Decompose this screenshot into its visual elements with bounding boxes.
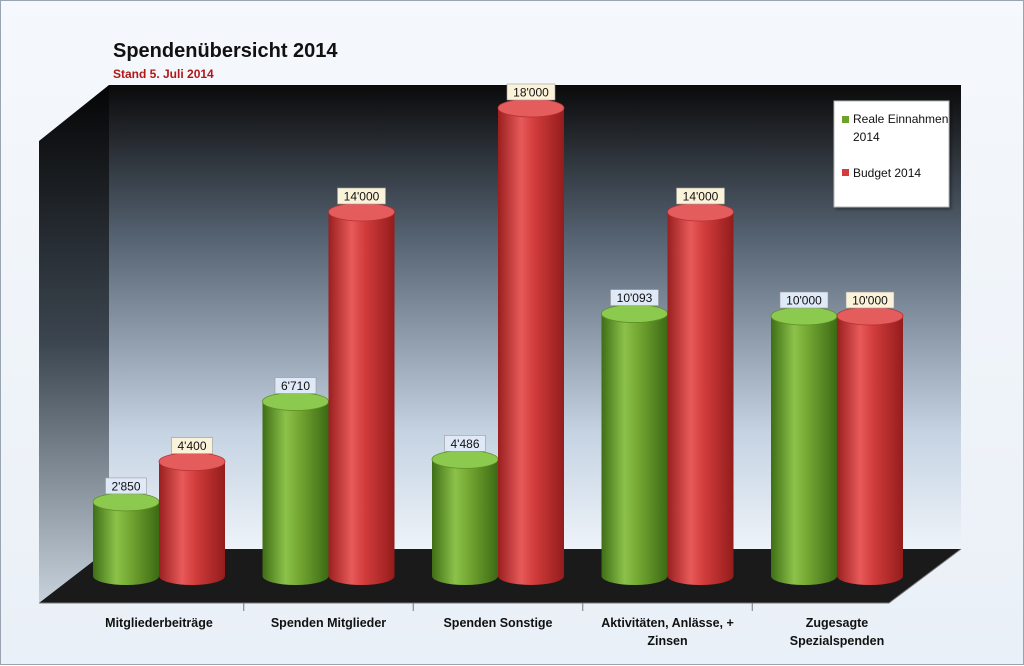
data-label-box-real-1 <box>274 377 317 394</box>
legend-label-real-line1: Reale Einnahmen <box>853 112 948 126</box>
bar-top-real-1 <box>262 392 329 411</box>
bar-budget-0 <box>159 461 225 585</box>
chart-title: Spendenübersicht 2014 <box>113 40 338 62</box>
category-labels-group: Mitgliederbeiträge Spenden Mitglieder Spen… <box>105 603 884 648</box>
bar-real-0 <box>93 501 159 585</box>
legend-label-real: Reale Einnahmen 2014 <box>853 112 952 144</box>
data-label-box-real-3 <box>610 289 659 306</box>
bar-top-budget-2 <box>497 98 565 118</box>
category-label-3-1: Zinsen <box>647 634 687 648</box>
bar-budget-1 <box>328 212 395 585</box>
data-label-real-4: 10'000 <box>786 294 822 308</box>
data-label-box-real-0 <box>105 477 147 495</box>
data-label-box-budget-0 <box>171 437 213 454</box>
bar-real-2 <box>432 459 498 585</box>
category-label-4-0: Zugesagte <box>806 616 869 630</box>
data-label-real-0: 2'850 <box>112 479 141 493</box>
bar-budget-2 <box>498 108 564 585</box>
legend: Reale Einnahmen 2014 Budget 2014 <box>833 100 952 208</box>
legend-swatch-real <box>842 116 849 123</box>
data-label-budget-0: 4'400 <box>178 439 207 453</box>
data-label-box-real-2 <box>444 435 486 452</box>
category-label-4-1: Spezialspenden <box>790 634 884 648</box>
bar-top-real-3 <box>601 304 668 323</box>
category-label-3-0: Aktivitäten, Anlässe, + <box>601 616 734 630</box>
bar-real-1 <box>262 401 329 585</box>
data-label-budget-3: 14'000 <box>683 190 719 204</box>
bar-top-real-4 <box>770 306 838 326</box>
data-label-box-budget-1 <box>337 187 386 205</box>
chart-left-wall <box>39 85 109 603</box>
legend-label-real-line2: 2014 <box>853 130 880 144</box>
data-label-budget-1: 14'000 <box>344 190 380 204</box>
bar-top-budget-4 <box>836 306 904 326</box>
bar-budget-3 <box>667 212 734 585</box>
data-label-budget-2: 18'000 <box>513 86 549 100</box>
data-label-box-budget-4 <box>845 291 895 309</box>
data-label-real-1: 6'710 <box>281 379 310 393</box>
bar-top-real-0 <box>92 492 160 512</box>
legend-swatch-budget <box>842 169 849 176</box>
bar-top-budget-1 <box>328 202 395 222</box>
legend-box <box>833 100 950 208</box>
data-label-box-real-4 <box>779 291 829 309</box>
bar-top-budget-0 <box>158 452 226 472</box>
chart-subtitle: Stand 5. Juli 2014 <box>113 67 214 81</box>
bar-real-4 <box>771 316 837 585</box>
bar-budget-4 <box>837 316 903 585</box>
bar-top-budget-3 <box>667 202 734 222</box>
data-label-budget-4: 10'000 <box>852 294 888 308</box>
data-label-real-2: 4'486 <box>451 437 480 451</box>
data-label-real-3: 10'093 <box>617 291 653 305</box>
bar-real-3 <box>601 313 668 585</box>
bar-top-real-2 <box>431 449 499 469</box>
category-label-1-0: Spenden Mitglieder <box>271 616 386 630</box>
data-label-box-budget-2 <box>506 83 556 101</box>
category-label-2-0: Spenden Sonstige <box>443 616 552 630</box>
category-label-0-0: Mitgliederbeiträge <box>105 616 213 630</box>
x-axis-edge <box>888 548 962 604</box>
bars-group: 2'850 4'400 6'710 14'000 4'486 18'000 10'093 14… <box>92 83 904 585</box>
data-label-box-budget-3 <box>676 187 725 205</box>
legend-label-budget: Budget 2014 <box>853 166 921 180</box>
